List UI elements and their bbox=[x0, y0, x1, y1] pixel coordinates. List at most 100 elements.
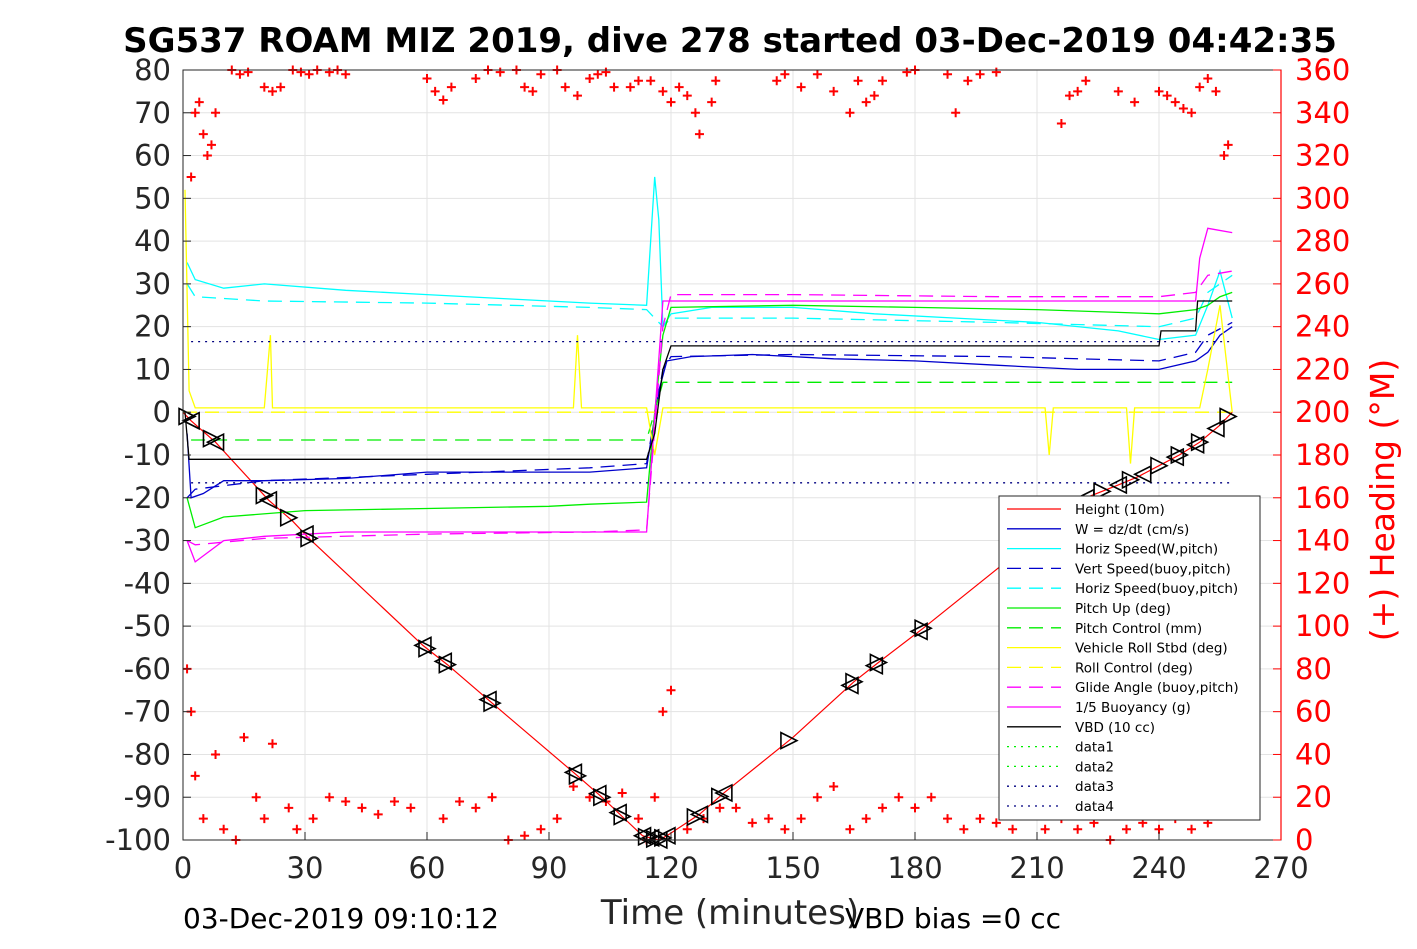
heading-point bbox=[520, 82, 530, 92]
heading-point bbox=[877, 76, 887, 86]
heading-point bbox=[259, 82, 269, 92]
heading-point bbox=[694, 129, 704, 139]
vbd-marker bbox=[1108, 475, 1128, 495]
heading-point bbox=[959, 824, 969, 834]
heading-point bbox=[520, 831, 530, 841]
series-line-vbd bbox=[184, 300, 1233, 460]
heading-point bbox=[1081, 76, 1091, 86]
legend-label: data3 bbox=[1075, 779, 1114, 795]
heading-point bbox=[373, 809, 383, 819]
vbd-marker bbox=[202, 429, 222, 448]
footer-timestamp: 03-Dec-2019 09:10:12 bbox=[183, 902, 499, 935]
heading-point bbox=[711, 76, 721, 86]
heading-point bbox=[861, 814, 871, 824]
heading-point bbox=[975, 814, 985, 824]
vbd-marker bbox=[1219, 407, 1238, 426]
legend-label: data2 bbox=[1075, 759, 1114, 775]
heading-point bbox=[251, 792, 261, 802]
heading-point bbox=[1162, 91, 1172, 101]
heading-point bbox=[894, 792, 904, 802]
marker-layer bbox=[178, 65, 1238, 850]
heading-point bbox=[812, 792, 822, 802]
heading-point bbox=[869, 91, 879, 101]
y-tick-label: -20 bbox=[124, 481, 171, 515]
heading-point bbox=[324, 67, 334, 77]
heading-point bbox=[780, 69, 790, 79]
right-y-tick-label: 200 bbox=[1295, 395, 1350, 429]
series-line-buoyancy bbox=[186, 227, 1233, 563]
heading-point bbox=[1219, 151, 1229, 161]
vbd-marker bbox=[279, 508, 299, 528]
heading-point bbox=[471, 74, 481, 84]
heading-point bbox=[211, 108, 221, 118]
vbd-marker bbox=[588, 784, 607, 803]
y-tick-label: -30 bbox=[124, 524, 171, 558]
vbd-marker bbox=[1206, 419, 1225, 438]
x-axis-label: Time (minutes) bbox=[600, 893, 859, 933]
heading-point bbox=[1154, 86, 1164, 96]
heading-point bbox=[682, 824, 692, 834]
x-tick-label: 90 bbox=[531, 851, 568, 885]
vbd-marker bbox=[840, 676, 859, 695]
heading-point bbox=[1178, 104, 1188, 113]
vbd-marker bbox=[593, 787, 612, 807]
legend-label: 1/5 Buoyancy (g) bbox=[1075, 700, 1191, 716]
right-y-tick-label: 40 bbox=[1295, 737, 1332, 771]
y-tick-label: -50 bbox=[124, 609, 171, 643]
heading-point bbox=[1187, 824, 1197, 834]
heading-point bbox=[991, 67, 1001, 77]
heading-point bbox=[304, 69, 314, 79]
heading-point bbox=[572, 91, 582, 101]
heading-point bbox=[991, 818, 1001, 828]
vbd-marker bbox=[255, 486, 275, 505]
y-tick-label: -80 bbox=[124, 737, 171, 771]
heading-point bbox=[471, 803, 481, 813]
right-y-tick-label: 240 bbox=[1295, 310, 1350, 344]
heading-point bbox=[1056, 118, 1066, 128]
vbd-marker bbox=[258, 490, 278, 510]
legend-label: Horiz Speed(buoy,pitch) bbox=[1075, 581, 1238, 597]
heading-point bbox=[666, 685, 676, 695]
x-tick-label: 180 bbox=[887, 851, 942, 885]
vbd-marker bbox=[909, 622, 928, 641]
vbd-marker bbox=[205, 432, 225, 452]
heading-point bbox=[690, 108, 700, 118]
x-tick-label: 270 bbox=[1253, 851, 1308, 885]
chart-title: SG537 ROAM MIZ 2019, dive 278 started 03… bbox=[123, 21, 1337, 61]
series-line-pitch bbox=[186, 291, 1233, 529]
x-tick-label: 120 bbox=[643, 851, 698, 885]
heading-point bbox=[674, 82, 684, 92]
vbd-marker bbox=[1093, 482, 1112, 501]
heading-point bbox=[243, 67, 253, 77]
heading-point bbox=[1065, 91, 1075, 101]
right-y-tick-label: 140 bbox=[1295, 524, 1350, 558]
vbd-marker bbox=[864, 656, 884, 675]
heading-point bbox=[963, 76, 973, 86]
heading-point bbox=[341, 69, 351, 79]
heading-point bbox=[190, 108, 200, 118]
heading-point bbox=[682, 91, 692, 101]
y-tick-label: -90 bbox=[124, 780, 171, 814]
heading-point bbox=[943, 69, 953, 79]
right-y-tick-label: 180 bbox=[1295, 438, 1350, 472]
heading-point bbox=[902, 67, 912, 77]
heading-point bbox=[845, 824, 855, 834]
heading-point bbox=[1195, 82, 1205, 92]
heading-point bbox=[198, 129, 208, 139]
right-y-tick-label: 160 bbox=[1295, 481, 1350, 515]
legend-label: Vert Speed(buoy,pitch) bbox=[1075, 561, 1231, 577]
x-tick-label: 210 bbox=[1009, 851, 1064, 885]
heading-point bbox=[658, 707, 668, 717]
heading-point bbox=[926, 792, 936, 802]
heading-point bbox=[601, 67, 611, 77]
heading-point bbox=[446, 82, 456, 92]
heading-point bbox=[772, 76, 782, 86]
heading-point bbox=[186, 172, 196, 182]
heading-point bbox=[296, 67, 306, 77]
y-tick-label: 10 bbox=[134, 352, 171, 386]
right-y-tick-label: 300 bbox=[1295, 181, 1350, 215]
legend-label: Glide Angle (buoy,pitch) bbox=[1075, 680, 1239, 696]
heading-point bbox=[438, 814, 448, 824]
y-tick-label: 0 bbox=[153, 395, 171, 429]
legend-label: Vehicle Roll Stbd (deg) bbox=[1075, 641, 1228, 657]
